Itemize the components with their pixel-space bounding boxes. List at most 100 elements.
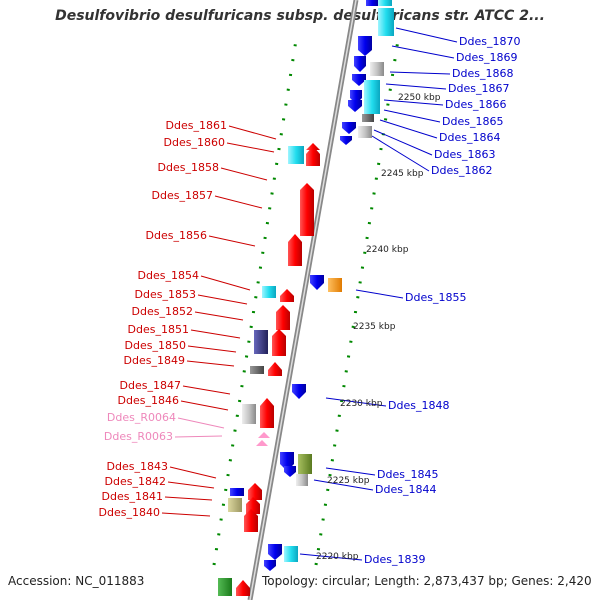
gene-label[interactable]: Ddes_1867: [448, 82, 509, 95]
gene-block-1842-blue[interactable]: [230, 488, 244, 496]
gene-block-bottom-green[interactable]: [218, 578, 232, 596]
gene-arrow-1849[interactable]: [268, 362, 282, 376]
gene-label[interactable]: Ddes_1862: [431, 164, 492, 177]
gene-arrow-1856[interactable]: [288, 234, 302, 266]
gene-block-1845[interactable]: [298, 454, 312, 474]
gene-label[interactable]: Ddes_R0064: [107, 411, 176, 424]
gene-label[interactable]: Ddes_1843: [107, 460, 168, 473]
gene-arrow-1863[interactable]: [340, 136, 352, 145]
gene-label[interactable]: Ddes_1868: [452, 67, 513, 80]
gene-label[interactable]: Ddes_1846: [118, 394, 179, 407]
label-connector-line: [169, 466, 217, 479]
kbp-scale: 2250 kbp 2245 kbp 2240 kbp 2235 kbp 2230…: [316, 93, 441, 562]
gene-arrow-1839a[interactable]: [268, 544, 282, 560]
accession-text: Accession: NC_011883: [8, 574, 145, 588]
gene-block-1869[interactable]: [378, 8, 394, 36]
gene-label[interactable]: Ddes_1841: [102, 490, 163, 503]
topology-text: Topology: circular; Length: 2,873,437 bp…: [262, 574, 592, 588]
gene-arrow-1845b[interactable]: [284, 466, 296, 477]
gene-arrow-1865[interactable]: [342, 122, 356, 134]
label-connector-line: [190, 329, 241, 339]
gene-block-1861[interactable]: [288, 146, 304, 164]
gene-block-1864[interactable]: [358, 126, 372, 138]
kbp-mark: 2245 kbp: [381, 169, 424, 179]
gene-label[interactable]: Ddes_1869: [456, 51, 517, 64]
gene-block-1844[interactable]: [296, 474, 308, 486]
gene-block-1841[interactable]: [228, 498, 242, 512]
gene-arrow-1860b[interactable]: [306, 143, 320, 150]
gene-label[interactable]: Ddes_1860: [164, 136, 225, 149]
gene-label[interactable]: Ddes_1864: [439, 131, 500, 144]
gene-block-1870-cyan[interactable]: [378, 0, 392, 6]
label-connector-line: [385, 83, 447, 90]
gene-arrow-1850[interactable]: [272, 329, 286, 356]
rna-gene-r0063[interactable]: [256, 440, 268, 446]
gene-block-1839[interactable]: [284, 546, 298, 562]
gene-arrow-1840[interactable]: [244, 509, 258, 532]
label-connector-line: [389, 71, 451, 75]
gene-label[interactable]: Ddes_R0063: [104, 430, 173, 443]
gene-arrow-1846[interactable]: [260, 398, 274, 428]
label-connector-line: [383, 109, 441, 123]
gene-block-1851[interactable]: [254, 330, 268, 354]
gene-label[interactable]: Ddes_1866: [445, 98, 506, 111]
kbp-mark: 2235 kbp: [353, 322, 396, 332]
gene-block-1847[interactable]: [242, 404, 256, 424]
gene-arrow-1868a[interactable]: [354, 56, 366, 72]
gene-label[interactable]: Ddes_1861: [166, 119, 227, 132]
gene-label[interactable]: Ddes_1849: [124, 354, 185, 367]
gene-block-1866-dark[interactable]: [362, 114, 374, 122]
gene-label[interactable]: Ddes_1853: [135, 288, 196, 301]
label-connector-line: [226, 142, 275, 153]
label-connector-line: [187, 345, 237, 353]
gene-label[interactable]: Ddes_1855: [405, 291, 466, 304]
gene-arrow-1867[interactable]: [352, 74, 366, 86]
gene-arrow-1852[interactable]: [276, 305, 290, 330]
gene-block-1855[interactable]: [328, 278, 342, 292]
kbp-mark: 2230 kbp: [340, 399, 383, 409]
gene-label[interactable]: Ddes_1865: [442, 115, 503, 128]
label-connector-line: [182, 385, 231, 395]
gene-label[interactable]: Ddes_1844: [375, 483, 436, 496]
gene-label[interactable]: Ddes_1852: [132, 305, 193, 318]
label-connector-line: [197, 294, 248, 305]
gene-label[interactable]: Ddes_1857: [152, 189, 213, 202]
rna-gene-r0064[interactable]: [258, 432, 270, 438]
label-connector-line: [299, 553, 363, 561]
gene-label[interactable]: Ddes_1858: [158, 161, 219, 174]
kbp-mark: 2240 kbp: [366, 245, 409, 255]
gene-label[interactable]: Ddes_1839: [364, 553, 425, 566]
gene-label[interactable]: Ddes_1854: [138, 269, 199, 282]
gene-label[interactable]: Ddes_1850: [125, 339, 186, 352]
gene-arrow-1866b[interactable]: [348, 100, 362, 112]
gene-label[interactable]: Ddes_1848: [388, 399, 449, 412]
gene-arrow-1839b[interactable]: [264, 560, 276, 571]
gene-label[interactable]: Ddes_1856: [146, 229, 207, 242]
gene-arrow-1869b[interactable]: [358, 36, 372, 56]
gene-arrow-1855a[interactable]: [310, 275, 324, 290]
gene-block-1868[interactable]: [370, 62, 384, 76]
gene-block-1870[interactable]: [366, 0, 378, 6]
label-connectors: [161, 27, 458, 561]
gene-label[interactable]: Ddes_1842: [105, 475, 166, 488]
gene-label[interactable]: Ddes_1847: [120, 379, 181, 392]
gene-label[interactable]: Ddes_1840: [99, 506, 160, 519]
gene-arrow-1853[interactable]: [280, 289, 294, 302]
right-labels: Ddes_1870 Ddes_1869 Ddes_1868 Ddes_1867 …: [364, 35, 520, 566]
gene-label[interactable]: Ddes_1845: [377, 468, 438, 481]
gene-block-1849[interactable]: [250, 366, 264, 374]
gene-label[interactable]: Ddes_1863: [434, 148, 495, 161]
backbone-highlight: [249, 0, 357, 600]
label-connector-line: [167, 481, 215, 489]
gene-arrow-1857[interactable]: [300, 183, 314, 236]
gene-label[interactable]: Ddes_1851: [128, 323, 189, 336]
gene-block-1854[interactable]: [262, 286, 276, 298]
gene-label[interactable]: Ddes_1870: [459, 35, 520, 48]
gene-arrow-1860a[interactable]: [306, 146, 320, 166]
gene-arrow-1848[interactable]: [292, 384, 306, 399]
gene-block-1867[interactable]: [364, 80, 380, 114]
gene-arrow-1843[interactable]: [248, 483, 262, 500]
gene-arrow-bottom[interactable]: [236, 580, 250, 596]
gene-arrow-1841[interactable]: [246, 497, 260, 514]
